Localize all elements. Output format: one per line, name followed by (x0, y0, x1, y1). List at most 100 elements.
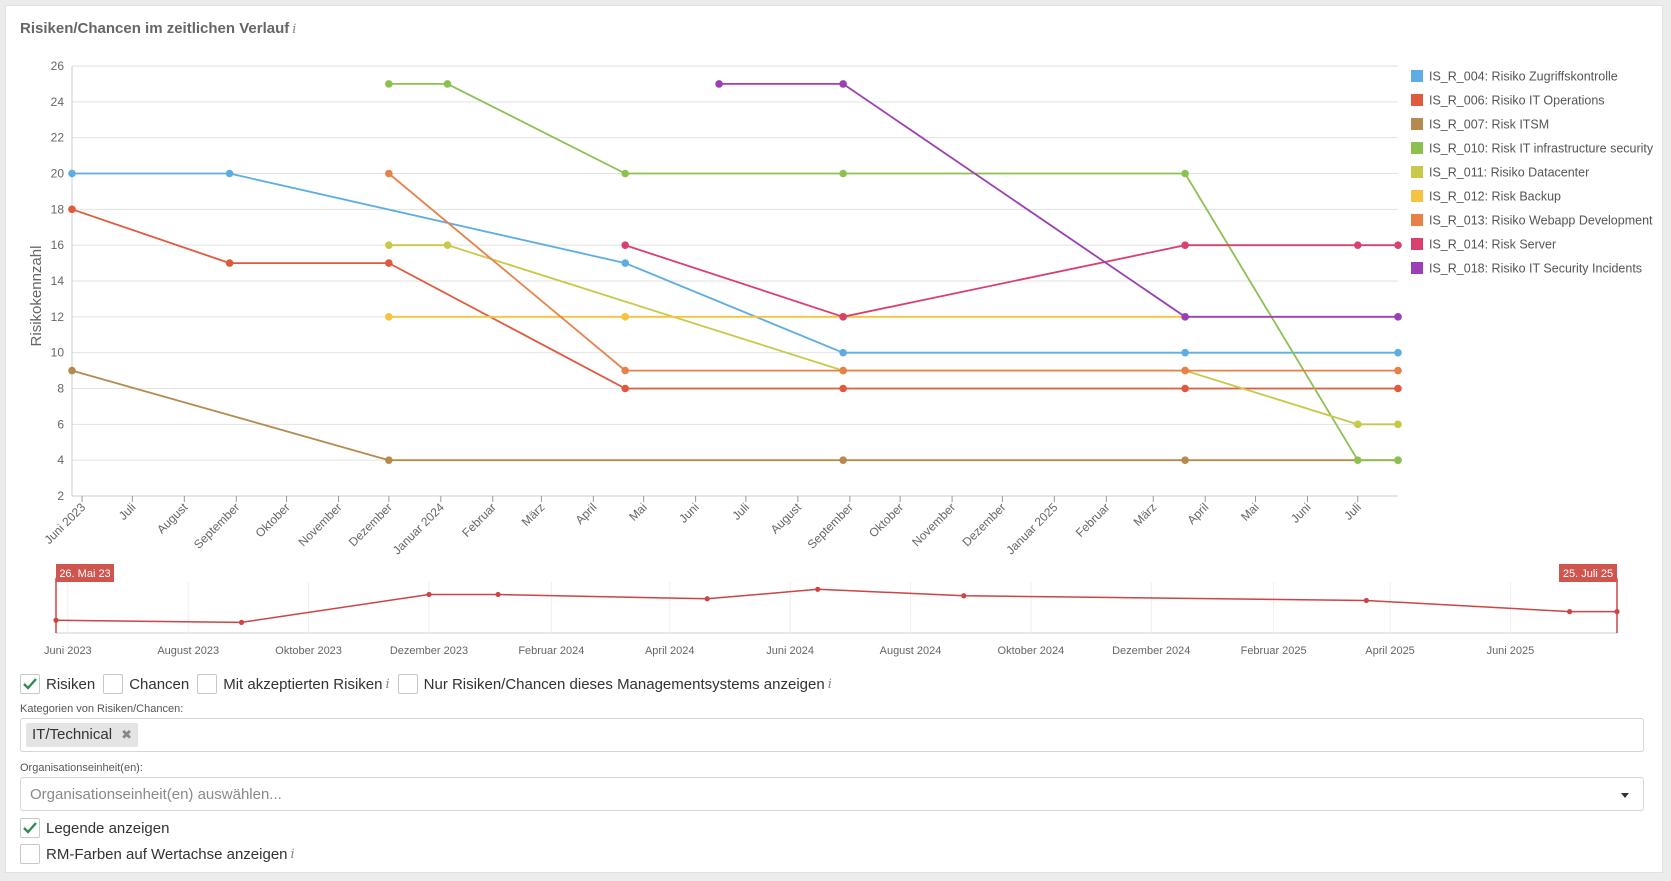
legend-label: IS_R_012: Risk Backup (1429, 190, 1561, 204)
filter-chancen[interactable]: Chancen (103, 674, 189, 694)
navigator-tick-label: Februar 2025 (1241, 645, 1307, 657)
x-tick-label: Mai (626, 500, 650, 524)
remove-tag-icon[interactable]: ✖ (121, 727, 133, 742)
navigator-tick-label: Juni 2025 (1487, 645, 1535, 657)
chancen-checkbox[interactable] (103, 674, 124, 694)
legend-item[interactable]: IS_R_011: Risiko Datacenter (1411, 166, 1589, 180)
data-point (839, 456, 847, 464)
legend-swatch (1411, 94, 1423, 106)
legend-item[interactable]: IS_R_014: Risk Server (1411, 238, 1556, 252)
navigator-tick-label: August 2023 (157, 645, 219, 657)
org-units-label: Organisationseinheit(en): (20, 762, 143, 774)
data-point (715, 80, 723, 88)
akzeptiert-info-icon[interactable]: i (385, 676, 390, 692)
x-tick-label: Juni 2023 (41, 500, 88, 547)
akzeptiert-checkbox[interactable] (197, 674, 218, 694)
nur-dieses-checkbox[interactable] (397, 674, 418, 694)
series-line (719, 83, 1398, 318)
navigator-point (815, 586, 821, 592)
akzeptiert-label: Mit akzeptierten Risiken (223, 675, 383, 693)
data-point (1394, 420, 1402, 429)
rm-colors-option-row: RM-Farben auf Wertachse anzeigen i (20, 844, 303, 864)
x-tick-label: Juni (1288, 500, 1313, 525)
data-point (1181, 348, 1189, 357)
data-point (1353, 420, 1362, 429)
filter-nur-dieses[interactable]: Nur Risiken/Chancen dieses Managementsys… (397, 674, 832, 694)
nur-dieses-info-icon[interactable]: i (827, 676, 832, 692)
navigator-tick-label: Dezember 2023 (390, 645, 468, 657)
data-point (385, 80, 393, 88)
legend-item[interactable]: IS_R_004: Risiko Zugriffskontrolle (1411, 70, 1618, 84)
y-tick-label: 24 (51, 95, 65, 109)
data-point (621, 169, 629, 178)
navigator-end-label: 25. Juli 25 (1563, 568, 1613, 580)
legend-item[interactable]: IS_R_012: Risk Backup (1411, 190, 1561, 204)
category-tag-label: IT/Technical (32, 726, 113, 743)
series-line (71, 208, 1398, 390)
legend-label: IS_R_010: Risk IT infrastructure securit… (1429, 142, 1654, 156)
legend-label: IS_R_007: Risk ITSM (1429, 118, 1549, 132)
rm-colors-checkbox[interactable] (20, 844, 40, 864)
series-8 (621, 241, 1402, 321)
filter-akzeptiert[interactable]: Mit akzeptierten Risiken i (197, 674, 390, 694)
legend-checkbox[interactable] (20, 818, 40, 838)
data-point (225, 169, 234, 178)
data-point (1394, 366, 1402, 375)
legend-item[interactable]: IS_R_018: Risiko IT Security Incidents (1411, 262, 1642, 276)
data-point (621, 259, 629, 267)
legend-swatch (1411, 118, 1423, 130)
org-units-select[interactable]: Organisationseinheit(en) auswählen... (20, 777, 1644, 811)
x-tick-label: September (805, 500, 856, 551)
title-info-icon[interactable]: i (292, 22, 297, 37)
risiken-checkbox[interactable] (20, 674, 40, 694)
data-point (385, 259, 393, 267)
option-legend[interactable]: Legende anzeigen (20, 818, 169, 838)
option-rm-colors[interactable]: RM-Farben auf Wertachse anzeigen i (20, 844, 295, 864)
x-tick-label: März (1131, 500, 1160, 529)
rm-colors-label: RM-Farben auf Wertachse anzeigen (46, 845, 288, 863)
categories-select[interactable]: IT/Technical ✖ (20, 718, 1644, 752)
series-line (388, 83, 1398, 462)
legend-item[interactable]: IS_R_010: Risk IT infrastructure securit… (1411, 142, 1654, 156)
x-tick-label: April (573, 500, 600, 527)
y-tick-label: 4 (57, 453, 64, 467)
legend-label: IS_R_011: Risiko Datacenter (1429, 166, 1589, 180)
categories-label: Kategorien von Risiken/Chancen: (20, 703, 184, 715)
navigator-tick-label: Juni 2024 (766, 645, 814, 657)
data-point (621, 366, 629, 375)
legend-item[interactable]: IS_R_006: Risiko IT Operations (1411, 94, 1605, 108)
navigator-tick-label: April 2025 (1365, 645, 1415, 657)
line-chart: 2468101214161820222426RisikokennzahlJuni… (28, 59, 1654, 557)
legend-item[interactable]: IS_R_007: Risk ITSM (1411, 118, 1549, 132)
navigator-point (704, 596, 710, 602)
data-point (68, 205, 76, 214)
navigator-tick-label: Februar 2024 (518, 645, 584, 657)
data-point (839, 80, 847, 88)
data-point (385, 241, 393, 249)
navigator-start-badge[interactable] (56, 564, 114, 582)
navigator-end-badge[interactable] (1559, 564, 1617, 582)
chevron-down-icon[interactable] (1621, 793, 1629, 798)
navigator-tick-label: April 2024 (645, 645, 695, 657)
navigator-chart[interactable]: Juni 2023 August 2023 Oktober 2023 Dezember… (0, 560, 1671, 680)
risiken-label: Risiken (46, 675, 96, 693)
data-point (839, 169, 847, 178)
category-tag: IT/Technical ✖ (26, 723, 139, 747)
legend-label: IS_R_013: Risiko Webapp Development (1429, 214, 1653, 228)
x-tick-label: Oktober (253, 500, 293, 540)
legend-swatch (1411, 238, 1423, 250)
y-tick-label: 26 (51, 59, 65, 73)
page-title-text: Risiken/Chancen im zeitlichen Verlauf (20, 20, 290, 37)
data-point (1394, 384, 1402, 393)
filter-risiken[interactable]: Risiken (20, 674, 95, 694)
data-point (385, 456, 393, 464)
y-tick-label: 14 (51, 274, 65, 288)
legend-swatch (1411, 70, 1423, 82)
x-tick-label: Mai (1238, 500, 1262, 524)
y-tick-label: 6 (57, 417, 64, 431)
x-tick-label: Januar 2025 (1003, 500, 1060, 557)
legend-item[interactable]: IS_R_013: Risiko Webapp Development (1411, 214, 1653, 228)
series-9 (715, 80, 1402, 321)
data-point (225, 259, 234, 267)
rm-colors-info-icon[interactable]: i (290, 846, 295, 862)
